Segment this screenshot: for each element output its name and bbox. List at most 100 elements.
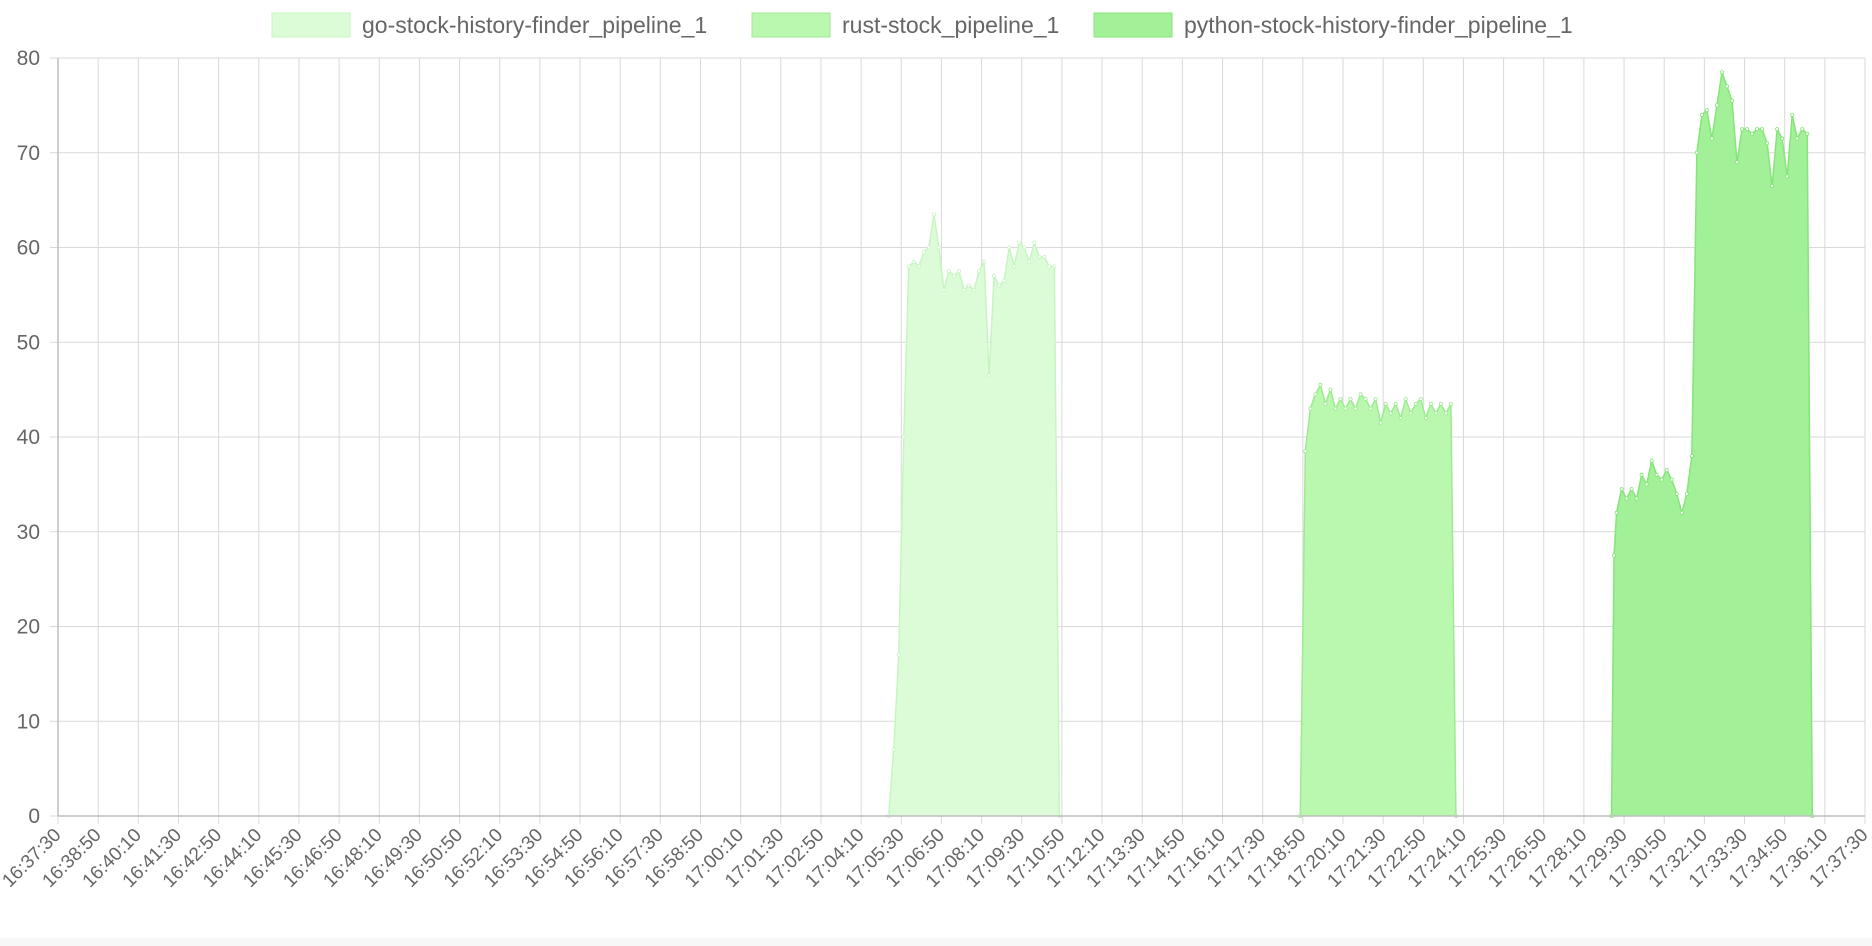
data-point	[1002, 278, 1007, 283]
y-tick-label: 50	[17, 331, 40, 354]
data-point	[1659, 477, 1664, 482]
legend-label: go-stock-history-finder_pipeline_1	[362, 12, 707, 38]
data-point	[1755, 127, 1760, 132]
data-point	[1800, 127, 1805, 132]
series-area	[888, 214, 1060, 816]
data-point	[1303, 449, 1308, 454]
data-point	[1619, 487, 1624, 492]
data-point	[926, 245, 931, 250]
legend-swatch	[751, 12, 831, 38]
data-point	[1393, 401, 1398, 406]
data-point	[1790, 112, 1795, 117]
legend-item-3[interactable]: python-stock-history-finder_pipeline_1	[1093, 12, 1573, 38]
data-point	[1007, 245, 1012, 250]
footer-strip	[0, 938, 1872, 946]
data-point	[1612, 553, 1617, 558]
data-point	[1378, 420, 1383, 425]
data-point	[1333, 406, 1338, 411]
series-2	[1298, 382, 1458, 819]
data-point	[906, 264, 911, 269]
data-point	[1363, 397, 1368, 402]
data-point	[1388, 411, 1393, 416]
data-point	[1353, 406, 1358, 411]
chart-grid	[50, 57, 1866, 824]
data-point	[1022, 245, 1027, 250]
data-point	[1654, 472, 1659, 477]
series-area	[1611, 72, 1813, 816]
data-point	[982, 259, 987, 264]
data-point	[1052, 264, 1057, 269]
data-point	[1704, 108, 1709, 113]
data-point	[1343, 406, 1348, 411]
data-point	[1709, 136, 1714, 141]
y-tick-label: 60	[17, 237, 40, 260]
data-point	[1308, 406, 1313, 411]
data-point	[1423, 416, 1428, 421]
series-area	[1300, 384, 1456, 816]
data-point	[1745, 127, 1750, 132]
data-point	[1729, 98, 1734, 103]
data-point	[1699, 112, 1704, 117]
data-point	[1770, 183, 1775, 188]
data-point	[1634, 496, 1639, 501]
chart-legend[interactable]: go-stock-history-finder_pipeline_1 rust-s…	[271, 12, 1573, 38]
data-point	[921, 250, 926, 255]
legend-item-1[interactable]: go-stock-history-finder_pipeline_1	[271, 12, 707, 38]
series-3	[1609, 70, 1815, 819]
data-point	[1413, 401, 1418, 406]
data-point	[1644, 482, 1649, 487]
data-point	[1795, 136, 1800, 141]
x-axis-ticks: 16:37:3016:38:5016:40:1016:41:3016:42:50…	[0, 825, 1872, 892]
data-point	[1328, 387, 1333, 392]
data-point	[896, 652, 901, 657]
data-point	[1017, 240, 1022, 245]
data-point	[1443, 411, 1448, 416]
y-tick-label: 30	[17, 521, 40, 544]
y-tick-label: 0	[28, 805, 40, 828]
data-point	[1775, 127, 1780, 132]
data-point	[911, 259, 916, 264]
data-point	[1408, 411, 1413, 416]
data-point	[1649, 458, 1654, 463]
y-tick-label: 10	[17, 710, 40, 733]
data-point	[956, 269, 961, 274]
data-point	[1348, 397, 1353, 402]
data-point	[977, 269, 982, 274]
data-point	[1724, 84, 1729, 89]
data-point	[1780, 136, 1785, 141]
data-point	[1740, 127, 1745, 132]
data-point	[1614, 510, 1619, 515]
legend-label: python-stock-history-finder_pipeline_1	[1184, 12, 1573, 38]
y-tick-label: 80	[17, 47, 40, 70]
data-point	[987, 373, 992, 378]
data-point	[1403, 397, 1408, 402]
data-point	[1765, 141, 1770, 146]
data-point	[1047, 264, 1052, 269]
data-point	[1805, 131, 1810, 136]
data-point	[1689, 453, 1694, 458]
legend-item-2[interactable]: rust-stock_pipeline_1	[751, 12, 1059, 38]
data-point	[1624, 496, 1629, 501]
data-point	[962, 288, 967, 293]
data-point	[1448, 401, 1453, 406]
y-axis-ticks: 0 10 20 30 40 50 60 70 80	[17, 47, 40, 828]
data-point	[1785, 174, 1790, 179]
data-point	[1669, 477, 1674, 482]
data-point	[1664, 468, 1669, 473]
data-point	[936, 245, 941, 250]
chart-axes	[57, 58, 1865, 817]
data-point	[1383, 401, 1388, 406]
data-point	[1368, 406, 1373, 411]
data-point	[1433, 411, 1438, 416]
data-point	[1338, 397, 1343, 402]
data-point	[967, 283, 972, 288]
data-point	[1438, 401, 1443, 406]
data-point	[1639, 472, 1644, 477]
data-point	[1750, 131, 1755, 136]
data-point	[1318, 382, 1323, 387]
data-point	[1358, 392, 1363, 397]
chart-series	[886, 70, 1815, 819]
data-point	[1418, 397, 1423, 402]
data-point	[1629, 487, 1634, 492]
